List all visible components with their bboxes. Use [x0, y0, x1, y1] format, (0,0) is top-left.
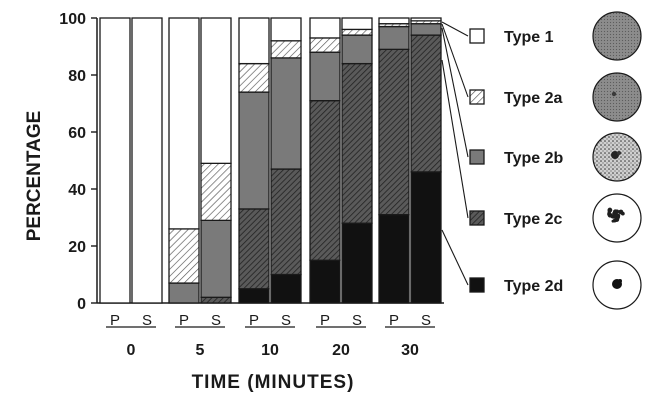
bar-segment-type-1	[270, 17, 302, 42]
legend-connector	[441, 21, 469, 37]
bar-segment-type-2b	[200, 219, 232, 298]
bar-segment-type-2d	[238, 288, 270, 304]
cell-type-2d-icon	[592, 260, 642, 310]
bar-segment-type-2a	[309, 37, 341, 53]
cell-type-2b-icon	[592, 132, 642, 182]
cell-type-2c-icon	[592, 193, 642, 243]
legend-label-type-2b: Type 2b	[504, 150, 564, 167]
legend-connector	[441, 59, 469, 219]
bar-segment-type-1	[410, 17, 442, 22]
legend-connector	[441, 229, 469, 286]
bar-segment-type-1	[99, 17, 131, 304]
bar-label: S	[211, 312, 221, 329]
bar-segment-type-1	[378, 17, 410, 25]
bar-segment-type-2b	[410, 23, 442, 36]
bar-label: S	[281, 312, 291, 329]
bar-segment-type-2a	[270, 40, 302, 59]
bar-segment-type-1	[238, 17, 270, 65]
bar-segment-type-2b	[309, 51, 341, 102]
cell-type-1-icon	[592, 11, 642, 61]
bar-segment-type-2b	[270, 57, 302, 170]
legend-swatch-type-2d	[469, 277, 485, 293]
y-tick-label: 60	[68, 125, 86, 142]
legend-label-type-2d: Type 2d	[504, 278, 563, 295]
legend-connector	[441, 23, 469, 98]
bar-segment-type-1	[309, 17, 341, 39]
legend-swatch-type-2a	[469, 89, 485, 105]
bar-segment-type-2a	[341, 28, 373, 36]
bar-label: S	[421, 312, 431, 329]
bar-segment-type-2d	[410, 171, 442, 304]
y-ticks: 0 20 40 60 80 100	[59, 11, 97, 313]
legend-connector	[441, 27, 469, 158]
bar-label: P	[320, 312, 330, 329]
bar-segment-type-2a	[200, 162, 232, 222]
x-axis-title: TIME (MINUTES)	[192, 372, 355, 393]
bar-label: P	[389, 312, 399, 329]
x-tick-label: 10	[261, 342, 279, 359]
x-tick-label: 0	[127, 342, 136, 359]
bar-segment-type-2c	[378, 48, 410, 216]
bar-label: S	[352, 312, 362, 329]
legend-label-type-2c: Type 2c	[504, 211, 563, 228]
bar-segment-type-2a	[238, 62, 270, 93]
x-tick-label: 20	[332, 342, 350, 359]
bar-segment-type-2c	[410, 34, 442, 173]
bar-segment-type-1	[200, 17, 232, 165]
x-tick-label: 5	[196, 342, 205, 359]
bar-segment-type-2d	[378, 213, 410, 304]
bar-segment-type-1	[341, 17, 373, 31]
y-tick-label: 80	[68, 68, 86, 85]
y-tick-label: 20	[68, 239, 86, 256]
legend-swatch-type-1	[469, 28, 485, 44]
bar-segment-type-2d	[270, 273, 302, 304]
bar-segment-type-2c	[200, 296, 232, 304]
bar-segment-type-1	[168, 17, 200, 230]
legend-label-type-2a: Type 2a	[504, 90, 563, 107]
x-tick-label: 30	[401, 342, 419, 359]
bar-segment-type-2b	[238, 91, 270, 210]
bar-segment-type-2c	[238, 208, 270, 290]
legend: Type 1 Type 2a Type 2b Type 2c Type 2d	[441, 11, 642, 310]
bar-segment-type-1	[131, 17, 163, 304]
legend-swatch-type-2c	[469, 210, 485, 226]
bar-segment-type-2b	[378, 25, 410, 50]
bar-plot-area	[99, 17, 442, 304]
legend-label-type-1: Type 1	[504, 29, 554, 46]
bar-segment-type-2d	[341, 222, 373, 304]
bar-segment-type-2c	[270, 168, 302, 276]
y-axis-title: PERCENTAGE	[24, 111, 45, 242]
y-tick-label: 0	[77, 296, 86, 313]
bar-segment-type-2c	[309, 100, 341, 261]
bar-segment-type-2d	[309, 259, 341, 304]
bar-label: P	[249, 312, 259, 329]
bar-segment-type-2b	[168, 282, 200, 304]
bar-segment-type-2c	[341, 62, 373, 224]
cell-type-2a-icon	[592, 72, 642, 122]
y-tick-label: 100	[59, 11, 86, 28]
y-tick-label: 40	[68, 182, 86, 199]
legend-swatch-type-2b	[469, 149, 485, 165]
bar-label: P	[110, 312, 120, 329]
bar-segment-type-2a	[168, 228, 200, 284]
bar-label: S	[142, 312, 152, 329]
bar-segment-type-2b	[341, 34, 373, 65]
bar-label: P	[179, 312, 189, 329]
